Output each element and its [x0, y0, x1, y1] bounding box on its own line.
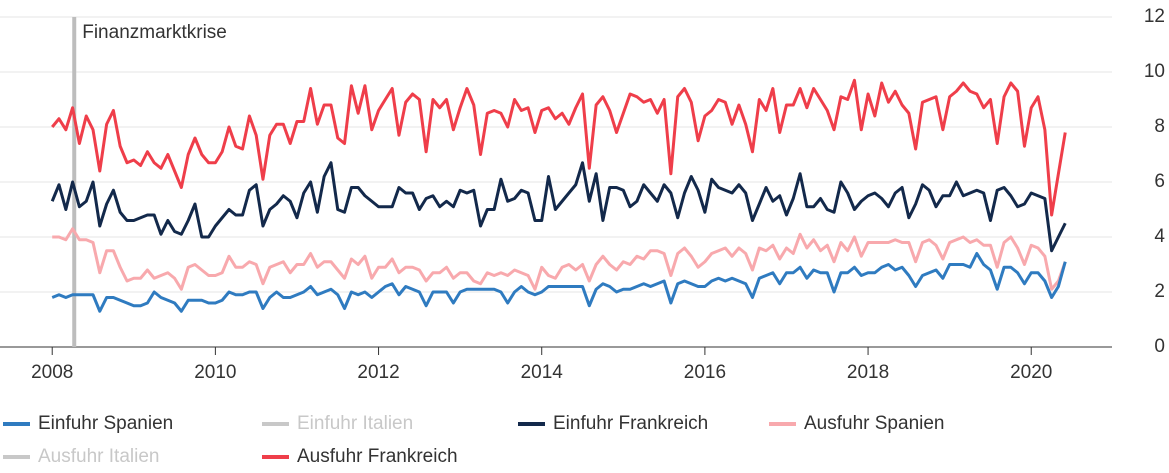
y-tick-label: 6	[1154, 171, 1165, 192]
y-tick-label: 10	[1144, 61, 1165, 82]
legend-label: Ausfuhr Italien	[38, 446, 159, 467]
legend-label: Einfuhr Italien	[297, 413, 413, 434]
y-tick-label: 8	[1154, 116, 1165, 137]
y-tick-label: 0	[1154, 336, 1165, 357]
y-tick-label: 2	[1154, 281, 1165, 302]
legend-label: Einfuhr Spanien	[38, 413, 173, 434]
legend-label: Ausfuhr Frankreich	[297, 446, 458, 467]
series-line	[50, 161, 1067, 253]
x-tick-label: 2016	[684, 362, 726, 383]
x-tick-label: 2008	[31, 362, 73, 383]
annotation-text: Finanzmarktkrise	[82, 22, 227, 43]
y-tick-label: 4	[1154, 226, 1165, 247]
series-line	[52, 227, 1067, 291]
series-line	[51, 78, 1067, 217]
x-tick-label: 2010	[194, 362, 236, 383]
series-line	[51, 252, 1067, 313]
legend-label: Ausfuhr Spanien	[804, 413, 945, 434]
x-tick-label: 2012	[357, 362, 399, 383]
x-tick-label: 2018	[847, 362, 889, 383]
x-tick-label: 2014	[521, 362, 564, 383]
x-tick-label: 2020	[1010, 362, 1052, 383]
legend-label: Einfuhr Frankreich	[553, 413, 708, 434]
y-tick-label: 12	[1144, 6, 1165, 27]
